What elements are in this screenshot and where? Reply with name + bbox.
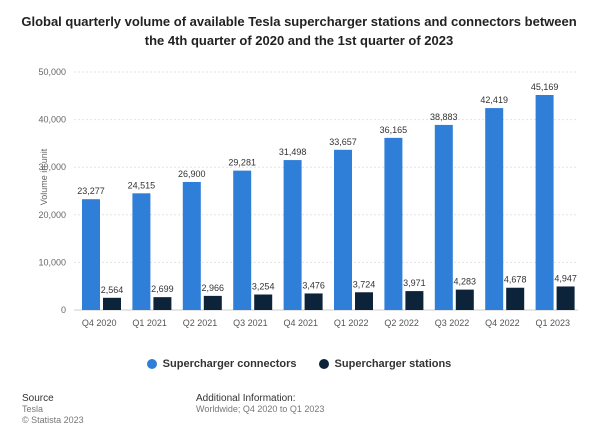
- bar-connectors: [535, 94, 554, 310]
- legend-item-connectors[interactable]: Supercharger connectors: [146, 358, 297, 370]
- data-label-stations: 2,564: [101, 285, 124, 295]
- x-tick-label: Q4 2020: [82, 318, 117, 328]
- data-label-connectors: 23,277: [77, 186, 105, 196]
- bar-connectors: [82, 199, 100, 310]
- bar-stations: [203, 295, 222, 310]
- data-label-connectors: 38,883: [430, 112, 458, 122]
- legend-label-stations: Supercharger stations: [334, 358, 452, 370]
- x-tick-label: Q2 2022: [384, 318, 419, 328]
- x-tick-label: Q4 2021: [284, 318, 319, 328]
- source-heading: Source: [22, 393, 54, 404]
- data-label-connectors: 45,169: [531, 82, 559, 92]
- x-tick-label: Q1 2022: [334, 318, 369, 328]
- x-tick-label: Q1 2023: [536, 318, 571, 328]
- bar-stations: [455, 289, 474, 310]
- bar-connectors: [132, 193, 151, 310]
- bar-stations: [556, 286, 575, 310]
- data-label-connectors: 33,657: [329, 137, 357, 147]
- bar-stations: [405, 291, 424, 310]
- additional-heading[interactable]: Additional Information:: [196, 393, 296, 404]
- data-label-connectors: 24,515: [128, 180, 156, 190]
- source-name[interactable]: Tesla: [22, 404, 44, 414]
- legend-swatch-connectors: [146, 359, 157, 369]
- data-label-connectors: 36,165: [380, 125, 408, 135]
- additional-text: Worldwide; Q4 2020 to Q1 2023: [196, 404, 325, 414]
- bar-connectors: [485, 108, 504, 310]
- bar-connectors: [182, 181, 201, 310]
- chart-title: Global quarterly volume of available Tes…: [21, 14, 577, 48]
- legend-swatch-stations: [318, 359, 329, 369]
- data-label-stations: 2,699: [151, 284, 174, 294]
- bar-stations: [506, 287, 525, 310]
- bar-stations: [355, 292, 373, 310]
- bar-connectors: [283, 160, 302, 310]
- bar-connectors: [384, 137, 403, 310]
- y-tick-label: 20,000: [38, 210, 66, 220]
- bar-stations: [304, 293, 323, 310]
- legend-label-connectors: Supercharger connectors: [162, 358, 297, 370]
- data-label-stations: 2,966: [202, 283, 225, 293]
- data-label-stations: 3,724: [353, 279, 376, 289]
- bar-stations: [153, 297, 172, 310]
- bar-stations: [103, 297, 121, 310]
- y-tick-label: 10,000: [38, 257, 66, 267]
- x-tick-label: Q4 2022: [485, 318, 520, 328]
- y-tick-label: 50,000: [38, 67, 66, 77]
- x-tick-label: Q3 2021: [233, 318, 268, 328]
- data-label-connectors: 29,281: [228, 158, 256, 168]
- data-label-stations: 4,678: [504, 275, 527, 285]
- bar-connectors: [434, 124, 453, 310]
- copyright: © Statista 2023: [22, 415, 84, 425]
- data-label-connectors: 26,900: [178, 169, 206, 179]
- legend-item-stations[interactable]: Supercharger stations: [318, 358, 452, 370]
- y-tick-label: 30,000: [38, 162, 66, 172]
- y-tick-label: 40,000: [38, 115, 66, 125]
- x-tick-label: Q3 2022: [435, 318, 470, 328]
- y-tick-label: 0: [61, 305, 66, 315]
- legend: Supercharger connectors Supercharger sta…: [0, 358, 598, 370]
- bar-connectors: [334, 149, 352, 310]
- bar-stations: [254, 294, 273, 310]
- bar-connectors: [233, 170, 252, 310]
- data-label-connectors: 31,498: [279, 147, 307, 157]
- source-block: Source Tesla © Statista 2023: [22, 393, 84, 426]
- data-label-stations: 3,971: [403, 278, 426, 288]
- data-label-connectors: 42,419: [480, 95, 508, 105]
- data-label-stations: 4,283: [454, 277, 477, 287]
- data-label-stations: 3,476: [302, 280, 325, 290]
- data-label-stations: 4,947: [554, 273, 577, 283]
- data-label-stations: 3,254: [252, 282, 275, 292]
- x-tick-label: Q2 2021: [183, 318, 218, 328]
- additional-info-block: Additional Information: Worldwide; Q4 20…: [196, 393, 324, 415]
- x-tick-label: Q1 2021: [132, 318, 167, 328]
